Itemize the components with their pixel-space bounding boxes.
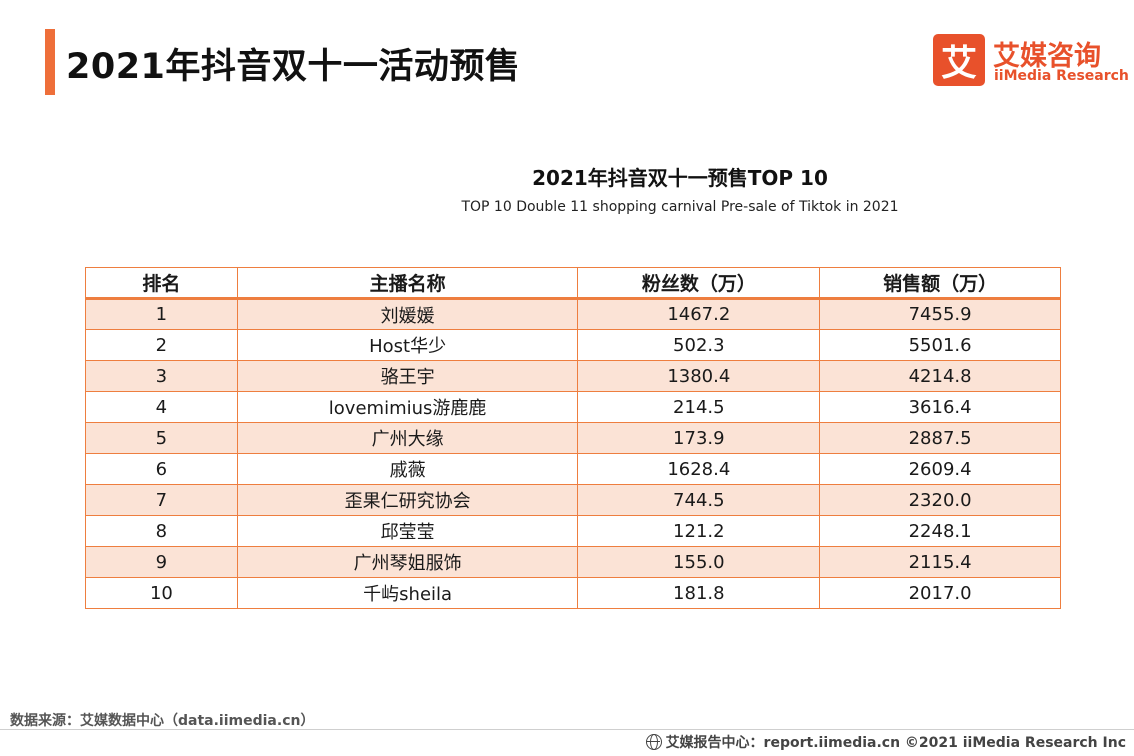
cell-fans: 1380.4 <box>577 360 821 392</box>
cell-host-name: lovemimius游鹿鹿 <box>236 391 579 423</box>
page-title: 2021年抖音双十一活动预售 <box>66 47 521 87</box>
table-row: 8 邱莹莹 121.2 2248.1 <box>85 515 1061 547</box>
cell-sales: 2248.1 <box>819 515 1061 547</box>
ranking-table: 排名 主播名称 粉丝数（万） 销售额（万） 1 刘媛媛 1467.2 7455.9 2 H… <box>85 267 1061 609</box>
cell-fans: 181.8 <box>577 577 821 609</box>
table-body: 1 刘媛媛 1467.2 7455.9 2 Host华少 502.3 5501.6 3 骆王宇 13… <box>85 298 1061 609</box>
footer-divider <box>0 729 1134 730</box>
cell-host-name: 广州琴姐服饰 <box>236 546 579 578</box>
cell-rank: 4 <box>85 391 238 423</box>
table-row: 7 歪果仁研究协会 744.5 2320.0 <box>85 484 1061 516</box>
cell-sales: 3616.4 <box>819 391 1061 423</box>
cell-sales: 2017.0 <box>819 577 1061 609</box>
cell-host-name: 歪果仁研究协会 <box>236 484 579 516</box>
cell-rank: 2 <box>85 329 238 361</box>
cell-fans: 1467.2 <box>577 298 821 330</box>
cell-fans: 173.9 <box>577 422 821 454</box>
logo-mark-icon: 艾 <box>933 34 985 86</box>
chart-subtitle: TOP 10 Double 11 shopping carnival Pre-s… <box>461 199 899 215</box>
cell-sales: 2115.4 <box>819 546 1061 578</box>
cell-host-name: 邱莹莹 <box>236 515 579 547</box>
logo-name-en: iiMedia Research <box>994 68 1129 84</box>
logo-name-cn: 艾媒咨询 <box>993 41 1101 72</box>
cell-fans: 155.0 <box>577 546 821 578</box>
cell-fans: 744.5 <box>577 484 821 516</box>
cell-rank: 1 <box>85 298 238 330</box>
cell-fans: 502.3 <box>577 329 821 361</box>
footer-credit: 艾媒报告中心：report.iimedia.cn ©2021 iiMedia R… <box>645 732 1126 752</box>
column-header-rank: 排名 <box>85 267 238 299</box>
cell-fans: 214.5 <box>577 391 821 423</box>
cell-host-name: 刘媛媛 <box>236 298 579 330</box>
table-row: 5 广州大缘 173.9 2887.5 <box>85 422 1061 454</box>
chart-title: 2021年抖音双十一预售TOP 10 <box>532 166 828 190</box>
data-source-note: 数据来源：艾媒数据中心（data.iimedia.cn） <box>10 713 315 729</box>
cell-host-name: Host华少 <box>236 329 579 361</box>
cell-sales: 5501.6 <box>819 329 1061 361</box>
table-row: 4 lovemimius游鹿鹿 214.5 3616.4 <box>85 391 1061 423</box>
column-header-host: 主播名称 <box>236 267 579 299</box>
column-header-sales: 销售额（万） <box>819 267 1061 299</box>
cell-host-name: 骆王宇 <box>236 360 579 392</box>
cell-host-name: 戚薇 <box>236 453 579 485</box>
cell-rank: 7 <box>85 484 238 516</box>
cell-sales: 2609.4 <box>819 453 1061 485</box>
cell-host-name: 千屿sheila <box>236 577 579 609</box>
cell-rank: 9 <box>85 546 238 578</box>
table-row: 3 骆王宇 1380.4 4214.8 <box>85 360 1061 392</box>
table-row: 2 Host华少 502.3 5501.6 <box>85 329 1061 361</box>
cell-sales: 2887.5 <box>819 422 1061 454</box>
table-row: 10 千屿sheila 181.8 2017.0 <box>85 577 1061 609</box>
table-row: 6 戚薇 1628.4 2609.4 <box>85 453 1061 485</box>
cell-rank: 5 <box>85 422 238 454</box>
cell-rank: 6 <box>85 453 238 485</box>
iimedia-logo: 艾 艾媒咨询 iiMedia Research <box>933 34 1129 88</box>
cell-host-name: 广州大缘 <box>236 422 579 454</box>
title-accent-bar <box>45 29 55 95</box>
column-header-fans: 粉丝数（万） <box>577 267 821 299</box>
cell-sales: 4214.8 <box>819 360 1061 392</box>
cell-fans: 1628.4 <box>577 453 821 485</box>
footer-credit-text: 艾媒报告中心：report.iimedia.cn ©2021 iiMedia R… <box>665 735 1126 751</box>
globe-icon <box>645 734 662 750</box>
cell-sales: 7455.9 <box>819 298 1061 330</box>
table-row: 9 广州琴姐服饰 155.0 2115.4 <box>85 546 1061 578</box>
cell-fans: 121.2 <box>577 515 821 547</box>
cell-rank: 3 <box>85 360 238 392</box>
cell-sales: 2320.0 <box>819 484 1061 516</box>
cell-rank: 8 <box>85 515 238 547</box>
table-row: 1 刘媛媛 1467.2 7455.9 <box>85 298 1061 330</box>
table-header-row: 排名 主播名称 粉丝数（万） 销售额（万） <box>85 267 1061 299</box>
cell-rank: 10 <box>85 577 238 609</box>
